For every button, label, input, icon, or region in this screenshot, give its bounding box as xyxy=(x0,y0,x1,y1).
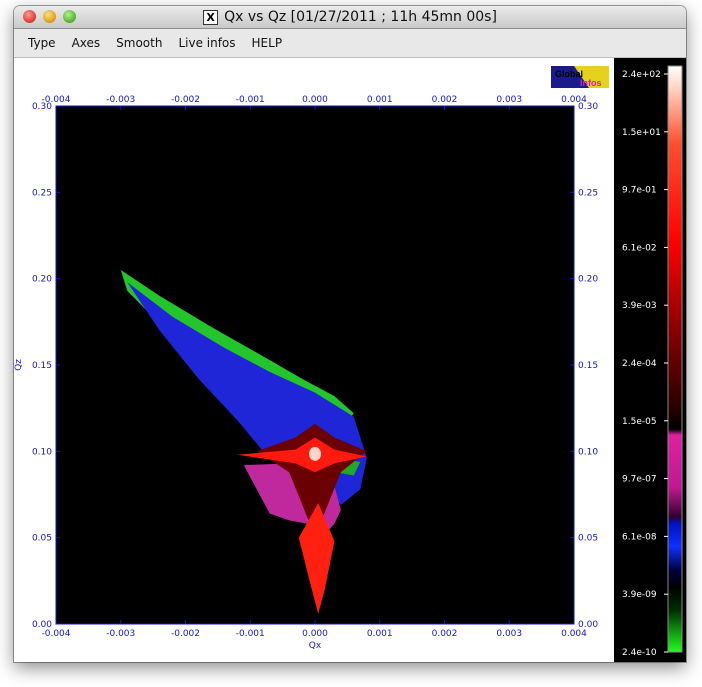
x-tick-label-bottom: 0.000 xyxy=(302,629,328,639)
y-tick-label-left: 0.15 xyxy=(32,361,52,371)
colorbar-label: 1.5e-05 xyxy=(622,417,657,427)
y-tick-label-right: 0.00 xyxy=(578,620,598,630)
menu-live-infos[interactable]: Live infos xyxy=(178,36,236,50)
y-tick-label-left: 0.25 xyxy=(32,188,52,198)
x-tick-label-top: -0.002 xyxy=(171,95,200,105)
menu-help[interactable]: HELP xyxy=(251,36,283,50)
x-tick-label-top: 0.004 xyxy=(561,95,587,105)
x-axis-title: Qx xyxy=(309,641,322,651)
x-tick-label-bottom: 0.003 xyxy=(496,629,522,639)
y-tick-label-left: 0.30 xyxy=(32,102,52,112)
global-infos-logo: Global Infos xyxy=(551,66,609,88)
y-tick-label-left: 0.20 xyxy=(32,275,52,285)
y-tick-label-left: 0.10 xyxy=(32,447,52,457)
heatmap-chart[interactable]: Global Infos -0.004-0.004-0.003-0.003-0.… xyxy=(14,58,686,662)
region-red-tail xyxy=(298,503,335,614)
y-tick-label-right: 0.15 xyxy=(578,361,598,371)
y-tick-label-right: 0.30 xyxy=(578,102,598,112)
y-tick-label-right: 0.25 xyxy=(578,188,598,198)
x-tick-label-bottom: -0.003 xyxy=(106,629,135,639)
x-tick-label-top: 0.001 xyxy=(367,95,393,105)
x-tick-label-bottom: -0.001 xyxy=(236,629,265,639)
region-red-streak xyxy=(237,437,367,473)
zoom-button[interactable] xyxy=(63,10,76,23)
plot-area: Global Infos -0.004 -0.004 -0.003 -0.003 -0.… xyxy=(14,58,686,662)
colorbar-label: 3.9e-09 xyxy=(622,590,657,600)
y-tick-label-right: 0.05 xyxy=(578,534,598,544)
colorbar[interactable]: 2.4e+02 1.5e+01 9.7e-01 6.1e-02 3.9e-03 2.4e-… xyxy=(614,58,686,662)
colorbar-label: 6.1e-02 xyxy=(622,243,657,253)
colorbar-label: 9.7e-01 xyxy=(622,186,657,196)
minimize-button[interactable] xyxy=(43,10,56,23)
x-tick-label-top: 0.003 xyxy=(496,95,522,105)
window-title: Qx vs Qz [01/27/2011 ; 11h 45mn 00s] xyxy=(224,9,497,25)
x11-icon: X xyxy=(203,9,219,25)
colorbar-label: 3.9e-03 xyxy=(622,301,657,311)
menu-bar: Type Axes Smooth Live infos HELP xyxy=(14,29,686,58)
colorbar-label: 1.5e+01 xyxy=(622,128,661,138)
colorbar-gradient xyxy=(667,65,683,653)
colorbar-label: 2.4e-04 xyxy=(622,359,657,369)
y-tick-label-right: 0.20 xyxy=(578,275,598,285)
logo-line2: Infos xyxy=(580,78,602,88)
heatmap-regions xyxy=(120,270,367,614)
x-tick-label-top: -0.001 xyxy=(236,95,265,105)
y-axis-title: Qz xyxy=(14,359,24,371)
logo-line1: Global xyxy=(555,69,583,79)
y-tick-label-right: 0.10 xyxy=(578,447,598,457)
menu-type[interactable]: Type xyxy=(28,36,56,50)
y-tick-label-left: 0.05 xyxy=(32,534,52,544)
close-button[interactable] xyxy=(23,10,36,23)
colorbar-label: 6.1e-08 xyxy=(622,532,657,542)
x-tick-label-bottom: 0.001 xyxy=(367,629,393,639)
menu-smooth[interactable]: Smooth xyxy=(116,36,163,50)
x-tick-label-bottom: -0.002 xyxy=(171,629,200,639)
colorbar-label: 2.4e-10 xyxy=(622,648,657,658)
y-tick-label-left: 0.00 xyxy=(32,620,52,630)
x-tick-label-top: 0.002 xyxy=(432,95,458,105)
tick-labels: -0.004 -0.004 -0.003 -0.003 -0.002 -0.002 -0.0… xyxy=(14,95,598,651)
menu-axes[interactable]: Axes xyxy=(71,36,101,50)
app-window: X Qx vs Qz [01/27/2011 ; 11h 45mn 00s] T… xyxy=(14,6,686,662)
x-tick-label-top: -0.004 xyxy=(41,95,70,105)
x-tick-label-bottom: -0.004 xyxy=(41,629,70,639)
axes xyxy=(55,105,575,625)
colorbar-label: 2.4e+02 xyxy=(622,70,661,80)
intensity-peak xyxy=(309,446,321,461)
x-tick-label-bottom: 0.004 xyxy=(561,629,587,639)
logo-accent xyxy=(574,66,609,88)
x-tick-label-top: 0.000 xyxy=(302,95,328,105)
title-bar: X Qx vs Qz [01/27/2011 ; 11h 45mn 00s] xyxy=(14,6,686,29)
colorbar-label: 9.7e-07 xyxy=(622,475,657,485)
x-tick-label-top: -0.003 xyxy=(106,95,135,105)
x-tick-label-bottom: 0.002 xyxy=(432,629,458,639)
